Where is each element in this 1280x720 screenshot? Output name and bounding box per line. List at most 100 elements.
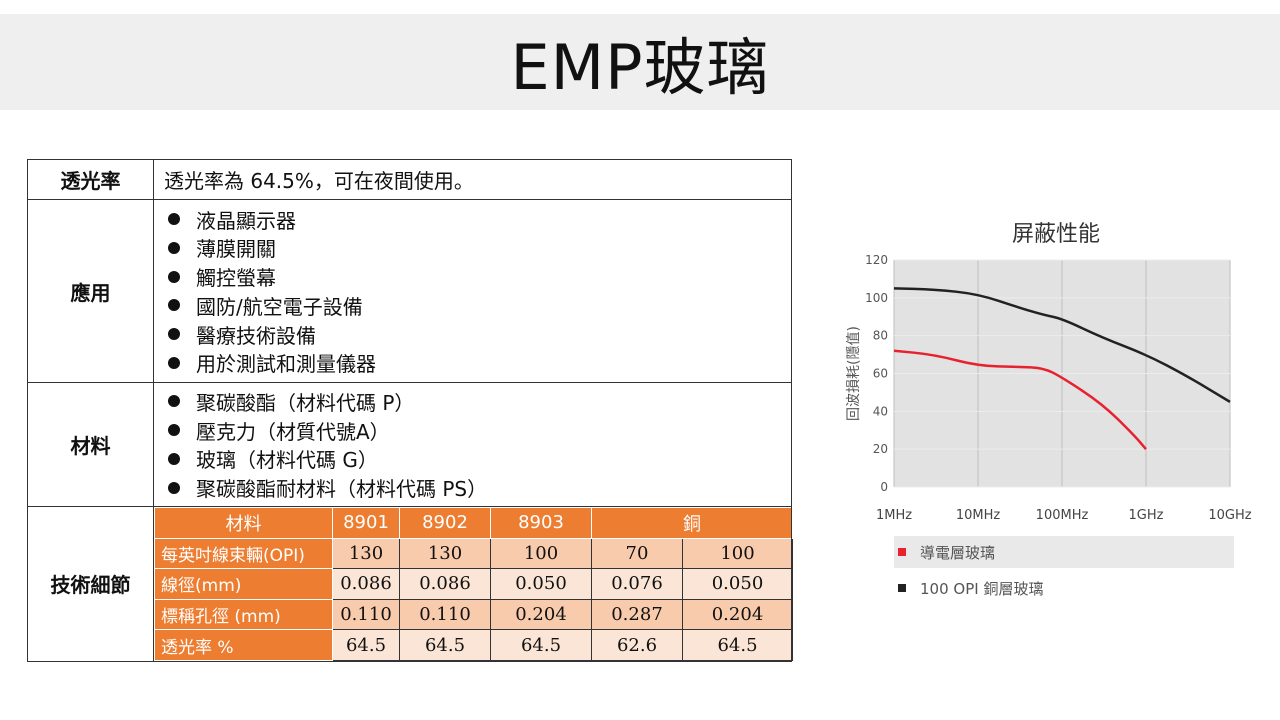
row-label: 透光率 % xyxy=(154,629,333,661)
row-label: 線徑(mm) xyxy=(154,568,333,600)
legend-item: 100 OPI 銅層玻璃 xyxy=(894,572,1234,604)
legend-item: 導電層玻璃 xyxy=(894,536,1234,568)
bullet-icon xyxy=(168,241,180,254)
x-tick-label: 10GHz xyxy=(1208,508,1251,523)
bullet-icon xyxy=(168,481,180,494)
list-item-text: 壓克力（材質代號A） xyxy=(196,419,390,444)
bullet-icon xyxy=(168,213,180,226)
table-row: 線徑(mm) 0.086 0.086 0.050 0.076 0.050 xyxy=(154,568,793,600)
materials-label: 材料 xyxy=(27,382,154,507)
list-item-text: 玻璃（材料代碼 G） xyxy=(196,448,378,473)
list-item-text: 聚碳酸酯（材料代碼 P） xyxy=(196,390,415,415)
materials-list: 聚碳酸酯（材料代碼 P） 壓克力（材質代號A） 玻璃（材料代碼 G） 聚碳酸酯耐… xyxy=(164,387,781,502)
table-row: 標稱孔徑 (mm) 0.110 0.110 0.204 0.287 0.204 xyxy=(154,598,793,631)
list-item: 玻璃（材料代碼 G） xyxy=(164,445,781,474)
specs-table: 材料 8901 8902 8903 銅 每英吋線束輛(OPI) 130 130 … xyxy=(154,507,793,661)
y-axis-label: 回波損耗(隱值) xyxy=(846,326,862,421)
row-label: 每英吋線束輛(OPI) xyxy=(154,537,333,570)
series-line-2 xyxy=(893,287,1231,403)
y-tick-label: 20 xyxy=(873,442,888,456)
spec-table: 透光率 透光率為 64.5%，可在夜間使用。 應用 液晶顯示器 薄膜開關 觸控螢… xyxy=(27,159,793,662)
y-tick-label: 60 xyxy=(873,367,888,381)
table-cell: 100 xyxy=(490,537,592,570)
row-label: 標稱孔徑 (mm) xyxy=(154,598,333,631)
list-item-text: 薄膜開關 xyxy=(196,237,276,262)
specs-header-row: 材料 8901 8902 8903 銅 xyxy=(154,507,793,539)
page-title: EMP玻璃 xyxy=(510,31,770,104)
table-cell: 130 xyxy=(399,537,491,570)
specs-header-cell: 8902 xyxy=(399,507,491,539)
table-cell: 0.110 xyxy=(399,598,491,631)
table-cell: 62.6 xyxy=(591,629,683,661)
table-cell: 0.086 xyxy=(332,568,400,600)
shielding-chart: 1MHz 10MHz 100MHz 1GHz 10GHz 0 20 40 60 80 100 120 回… xyxy=(836,210,1276,610)
bullet-icon xyxy=(168,299,180,312)
table-cell: 64.5 xyxy=(682,629,793,661)
bullet-icon xyxy=(168,270,180,283)
table-cell: 0.204 xyxy=(682,598,793,631)
y-tick-label: 80 xyxy=(873,329,888,343)
list-item: 觸控螢幕 xyxy=(164,262,781,291)
table-cell: 0.086 xyxy=(399,568,491,600)
chart-title: 屏蔽性能 xyxy=(1011,222,1100,247)
bullet-icon xyxy=(168,424,180,437)
specs-header-cell: 8903 xyxy=(490,507,592,539)
bullet-icon xyxy=(168,452,180,465)
list-item-text: 用於測試和測量儀器 xyxy=(196,352,376,377)
specs-header-cell: 銅 xyxy=(591,507,793,539)
transmittance-row: 透光率 透光率為 64.5%，可在夜間使用。 xyxy=(27,159,792,200)
table-cell: 0.287 xyxy=(591,598,683,631)
specs-header-cell: 材料 xyxy=(154,507,333,539)
list-item: 醫療技術設備 xyxy=(164,320,781,349)
list-item: 液晶顯示器 xyxy=(164,205,781,234)
table-cell: 0.076 xyxy=(591,568,683,600)
table-cell: 0.050 xyxy=(682,568,793,600)
list-item: 壓克力（材質代號A） xyxy=(164,416,781,445)
y-tick-label: 100 xyxy=(865,291,888,305)
list-item-text: 觸控螢幕 xyxy=(196,266,276,291)
chart-legend: 導電層玻璃 100 OPI 銅層玻璃 xyxy=(894,536,1234,604)
legend-label: 導電層玻璃 xyxy=(920,543,996,562)
bullet-icon xyxy=(168,395,180,408)
list-item: 聚碳酸酯耐材料（材料代碼 PS） xyxy=(164,473,781,502)
table-cell: 100 xyxy=(682,537,793,570)
table-cell: 0.110 xyxy=(332,598,400,631)
legend-swatch xyxy=(898,584,906,592)
chart-plot: 1MHz 10MHz 100MHz 1GHz 10GHz 0 20 40 60 80 100 120 回… xyxy=(846,253,1252,523)
title-band: EMP玻璃 xyxy=(0,14,1280,110)
materials-row: 材料 聚碳酸酯（材料代碼 P） 壓克力（材質代號A） 玻璃（材料代碼 G） 聚碳… xyxy=(27,382,792,507)
list-item-text: 液晶顯示器 xyxy=(196,208,296,233)
bullet-icon xyxy=(168,356,180,369)
specs-label: 技術細節 xyxy=(27,506,154,662)
table-row: 每英吋線束輛(OPI) 130 130 100 70 100 xyxy=(154,537,793,570)
table-cell: 130 xyxy=(332,537,400,570)
table-cell: 64.5 xyxy=(332,629,400,661)
y-tick-label: 120 xyxy=(865,253,888,267)
x-tick-label: 100MHz xyxy=(1036,508,1089,523)
table-cell: 64.5 xyxy=(490,629,592,661)
applications-row: 應用 液晶顯示器 薄膜開關 觸控螢幕 國防/航空電子設備 醫療技術設備 用於測試… xyxy=(27,199,792,383)
bullet-icon xyxy=(168,328,180,341)
x-tick-label: 1GHz xyxy=(1129,508,1164,523)
x-tick-label: 1MHz xyxy=(876,508,912,523)
list-item: 國防/航空電子設備 xyxy=(164,291,781,320)
specs-header-cell: 8901 xyxy=(332,507,400,539)
legend-label: 100 OPI 銅層玻璃 xyxy=(920,579,1044,598)
applications-list: 液晶顯示器 薄膜開關 觸控螢幕 國防/航空電子設備 醫療技術設備 用於測試和測量… xyxy=(164,205,781,377)
list-item: 用於測試和測量儀器 xyxy=(164,348,781,377)
legend-swatch xyxy=(898,548,906,556)
list-item: 聚碳酸酯（材料代碼 P） xyxy=(164,387,781,416)
y-tick-label: 0 xyxy=(880,480,888,494)
transmittance-label: 透光率 xyxy=(27,159,154,200)
table-cell: 0.050 xyxy=(490,568,592,600)
specs-row: 技術細節 材料 8901 8902 8903 銅 xyxy=(27,506,793,662)
table-cell: 70 xyxy=(591,537,683,570)
list-item: 薄膜開關 xyxy=(164,234,781,263)
x-tick-label: 10MHz xyxy=(956,508,1001,523)
transmittance-text: 透光率為 64.5%，可在夜間使用。 xyxy=(153,159,792,200)
list-item-text: 醫療技術設備 xyxy=(196,323,316,348)
y-tick-label: 40 xyxy=(873,404,888,418)
table-row: 透光率 % 64.5 64.5 64.5 62.6 64.5 xyxy=(154,629,793,661)
series-line-1 xyxy=(893,349,1147,450)
list-item-text: 聚碳酸酯耐材料（材料代碼 PS） xyxy=(196,477,488,502)
